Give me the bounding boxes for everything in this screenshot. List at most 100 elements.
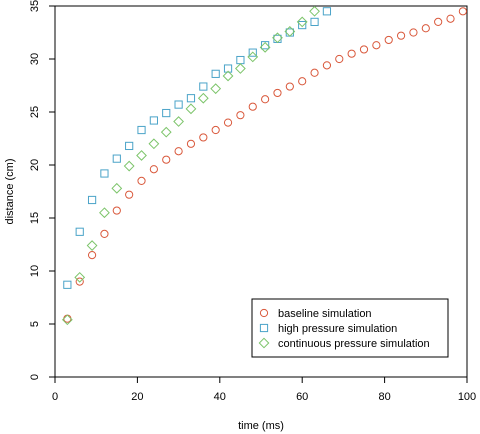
square-data-point	[186, 94, 196, 103]
square-data-point	[63, 280, 72, 289]
diamond-data-point	[136, 150, 147, 161]
x-axis-title: time (ms)	[238, 420, 284, 432]
diamond-data-point	[222, 70, 234, 82]
x-axis: 0 20 40 60 80 100	[52, 377, 476, 403]
diamond-data-point	[111, 182, 123, 194]
square-data-point	[137, 125, 146, 135]
circle-data-point	[322, 61, 332, 70]
circle-data-point	[409, 28, 418, 37]
x-tick-label: 0	[52, 391, 58, 403]
plot-frame	[54, 5, 468, 378]
x-tick-label: 60	[296, 391, 308, 403]
diamond-data-point	[185, 103, 197, 115]
diamond-data-point	[296, 16, 308, 28]
diamond-data-point	[99, 207, 110, 219]
circle-data-point	[149, 165, 158, 174]
circle-data-point	[347, 49, 356, 58]
y-axis: 0 5 10 15 20 25 30 35	[29, 0, 55, 380]
plot-border	[54, 5, 468, 378]
square-data-point	[248, 48, 257, 57]
square-data-point	[199, 82, 208, 91]
circle-data-point	[236, 111, 245, 120]
y-tick-label: 20	[29, 159, 41, 171]
legend-box	[251, 298, 449, 358]
square-data-point	[223, 64, 233, 73]
circle-data-point	[112, 206, 121, 215]
y-tick-label: 0	[29, 374, 41, 380]
circle-data-point	[199, 133, 208, 142]
square-data-point	[149, 116, 158, 125]
circle-data-point	[396, 31, 406, 40]
legend-circle-icon	[259, 308, 269, 318]
circle-data-point	[359, 45, 369, 54]
square-data-point	[174, 100, 183, 109]
square-data-point	[261, 41, 270, 50]
legend-label: high pressure simulation	[278, 323, 397, 335]
circle-data-point	[223, 118, 233, 127]
diamond-data-point	[148, 138, 160, 150]
circle-data-point	[248, 102, 257, 111]
circle-data-point	[137, 176, 146, 185]
square-data-point	[298, 20, 307, 30]
y-tick-label: 30	[29, 53, 41, 65]
circle-data-point	[100, 229, 109, 238]
circle-data-point	[458, 7, 467, 16]
circle-data-point	[310, 68, 319, 77]
square-data-point	[162, 108, 171, 118]
square-data-point	[100, 169, 109, 178]
circle-data-point	[273, 88, 282, 98]
diamond-data-point	[74, 271, 86, 283]
diamond-data-point	[197, 92, 209, 104]
square-data-point	[112, 154, 121, 163]
legend-label: baseline simulation	[278, 308, 372, 320]
diamond-data-point	[235, 63, 246, 74]
circle-data-point	[384, 35, 393, 45]
y-tick-label: 5	[29, 321, 41, 327]
circle-data-point	[211, 125, 220, 135]
diamond-data-point	[160, 126, 172, 138]
square-data-point	[125, 141, 134, 151]
legend-square-icon	[259, 323, 269, 333]
circle-data-point	[335, 54, 344, 64]
x-tick-label: 20	[131, 391, 143, 403]
y-tick-label: 10	[29, 265, 41, 277]
legend-label: continuous pressure simulation	[278, 338, 430, 350]
diamond-data-point	[309, 5, 320, 17]
x-tick-label: 100	[458, 391, 476, 403]
circle-data-point	[372, 41, 381, 50]
legend-diamond-icon	[258, 337, 270, 349]
y-axis-title: distance (cm)	[4, 158, 16, 224]
square-data-point	[87, 195, 97, 205]
diamond-data-point	[123, 160, 135, 172]
square-data-point	[322, 7, 332, 16]
legend: baseline simulation high pressure simulat…	[251, 298, 449, 358]
diamond-data-point	[284, 26, 296, 37]
circle-data-point	[162, 155, 171, 164]
square-data-point	[310, 17, 319, 26]
diamond-data-point	[86, 240, 98, 251]
y-tick-label: 15	[29, 212, 41, 224]
circle-data-point	[285, 82, 294, 91]
circle-data-point	[186, 139, 196, 148]
circle-data-point	[87, 251, 97, 260]
y-tick-label: 35	[29, 0, 41, 12]
x-tick-label: 80	[378, 391, 390, 403]
square-data-point	[236, 55, 245, 65]
diamond-data-point	[210, 83, 222, 95]
square-data-point	[211, 69, 220, 78]
square-data-point	[75, 227, 84, 236]
diamond-data-point	[272, 32, 283, 44]
circle-data-point	[75, 277, 84, 286]
circle-data-point	[261, 95, 270, 104]
circle-data-point	[298, 77, 307, 86]
data-points	[61, 5, 467, 326]
circle-data-point	[125, 190, 134, 199]
diamond-data-point	[259, 41, 271, 53]
circle-data-point	[174, 147, 183, 156]
x-tick-label: 40	[214, 391, 226, 403]
circle-data-point	[434, 17, 443, 26]
y-tick-label: 25	[29, 106, 41, 118]
circle-data-point	[446, 14, 455, 23]
diamond-data-point	[173, 116, 184, 127]
